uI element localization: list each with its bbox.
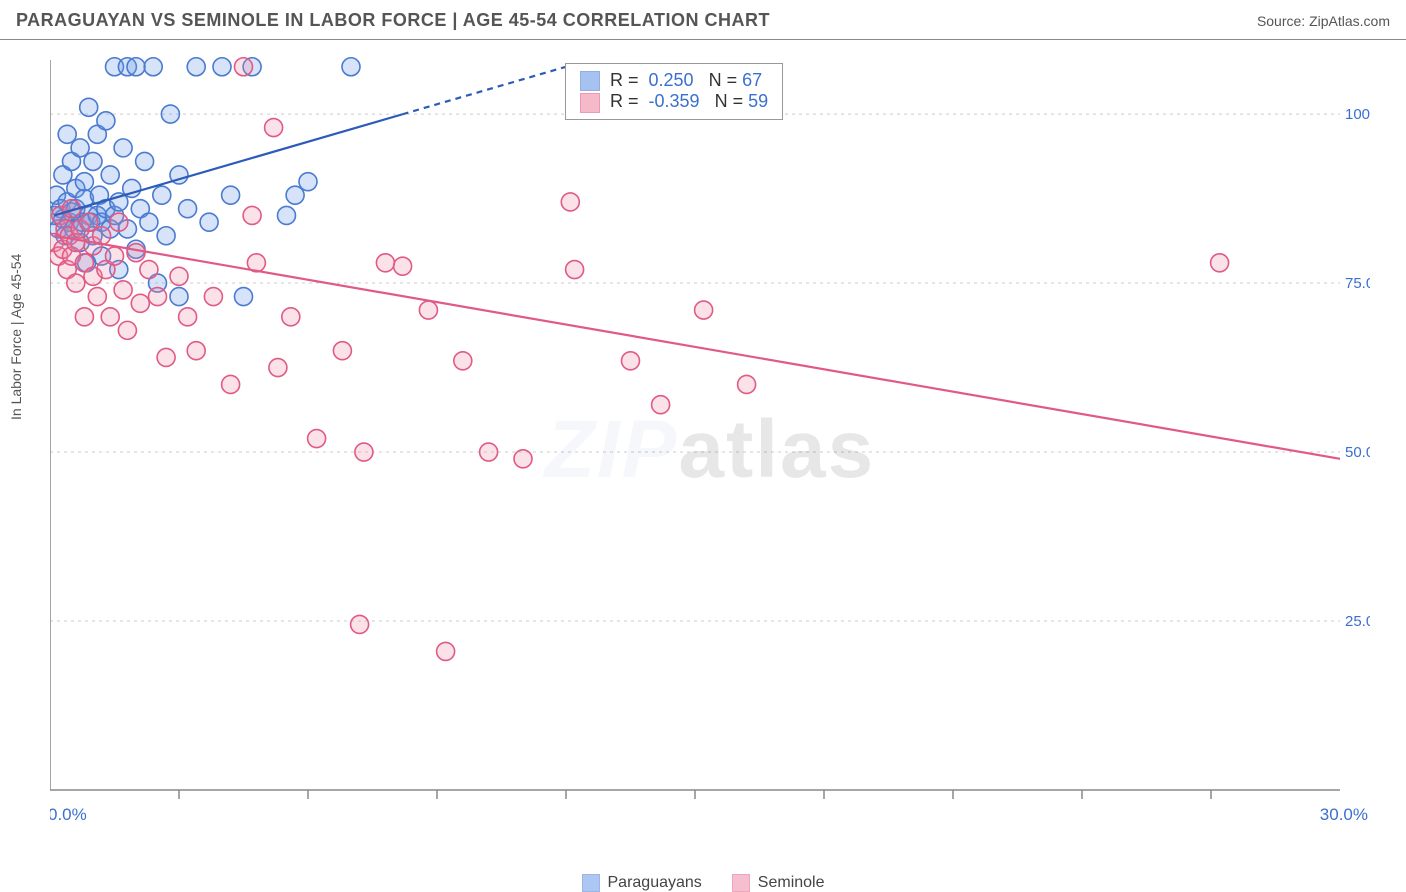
legend-bottom: Paraguayans Seminole [0,874,1406,892]
svg-text:50.0%: 50.0% [1345,444,1370,461]
svg-text:0.0%: 0.0% [50,805,87,820]
scatter-svg: 25.0% 50.0% 75.0% 100.0% 0.0% 30.0% [50,50,1370,820]
y-axis-label: In Labor Force | Age 45-54 [8,254,24,420]
svg-text:75.0%: 75.0% [1345,275,1370,292]
svg-text:30.0%: 30.0% [1320,805,1368,820]
svg-text:25.0%: 25.0% [1345,613,1370,630]
plot-area: 25.0%50.0%75.0%100.0%0.0%30.0% ZIPatlas … [50,50,1370,820]
source-label: Source: ZipAtlas.com [1257,13,1390,29]
stat-row: R = -0.359 N = 59 [580,91,768,112]
legend-item: Paraguayans [582,874,702,892]
correlation-stat-box: R = 0.250 N = 67R = -0.359 N = 59 [565,63,783,120]
svg-text:100.0%: 100.0% [1345,106,1370,123]
legend-item: Seminole [732,874,825,892]
chart-title: PARAGUAYAN VS SEMINOLE IN LABOR FORCE | … [16,10,770,31]
stat-row: R = 0.250 N = 67 [580,70,768,91]
title-bar: PARAGUAYAN VS SEMINOLE IN LABOR FORCE | … [0,0,1406,40]
